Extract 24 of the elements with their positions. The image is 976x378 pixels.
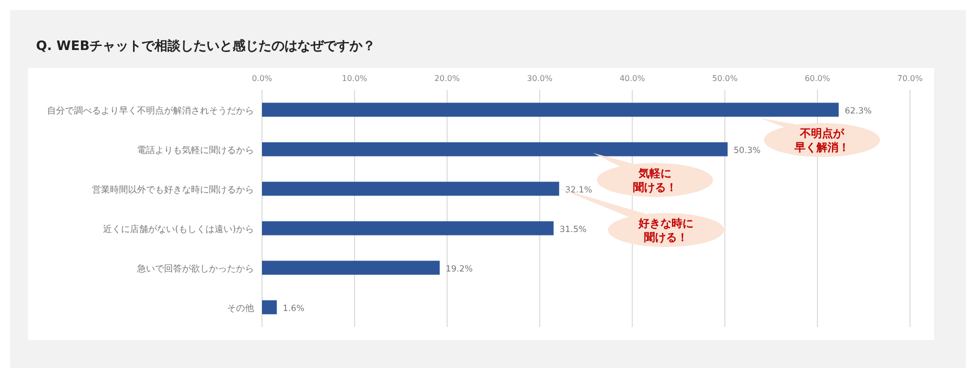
data-label: 50.3%: [734, 146, 761, 156]
annotation: 気軽に聞ける！: [633, 167, 677, 194]
y-tick-label: 電話よりも気軽に聞けるから: [137, 144, 254, 156]
data-label: 19.2%: [446, 264, 473, 274]
x-tick-label: 40.0%: [620, 74, 646, 83]
x-tick-label: 60.0%: [804, 74, 831, 83]
annotation: 好きな時に聞ける！: [638, 217, 694, 244]
chart-title: Q. WEBチャットで相談したいと感じたのはなぜですか？: [36, 38, 376, 54]
annotation: 不明点が早く解消！: [794, 127, 850, 154]
y-tick-label: 急いで回答が欲しかったから: [136, 263, 254, 274]
x-tick-label: 20.0%: [434, 74, 460, 83]
data-label: 62.3%: [844, 106, 872, 116]
x-tick-label: 0.0%: [252, 74, 273, 83]
y-tick-label: その他: [227, 302, 254, 314]
data-label: 1.6%: [282, 304, 304, 314]
x-tick-label: 50.0%: [712, 74, 738, 83]
x-tick-label: 10.0%: [342, 74, 368, 83]
x-tick-label: 70.0%: [897, 74, 924, 83]
y-tick-label: 近くに店舗がない(もしくは遠い)から: [102, 224, 254, 235]
data-label: 31.5%: [560, 224, 587, 235]
data-label: 32.1%: [565, 185, 592, 196]
y-tick-label: 自分で調べるより早く不明点が解消されそうだから: [47, 105, 254, 116]
x-tick-label: 30.0%: [527, 74, 553, 83]
y-tick-label: 営業時間以外でも好きな時に聞けるから: [92, 184, 254, 196]
